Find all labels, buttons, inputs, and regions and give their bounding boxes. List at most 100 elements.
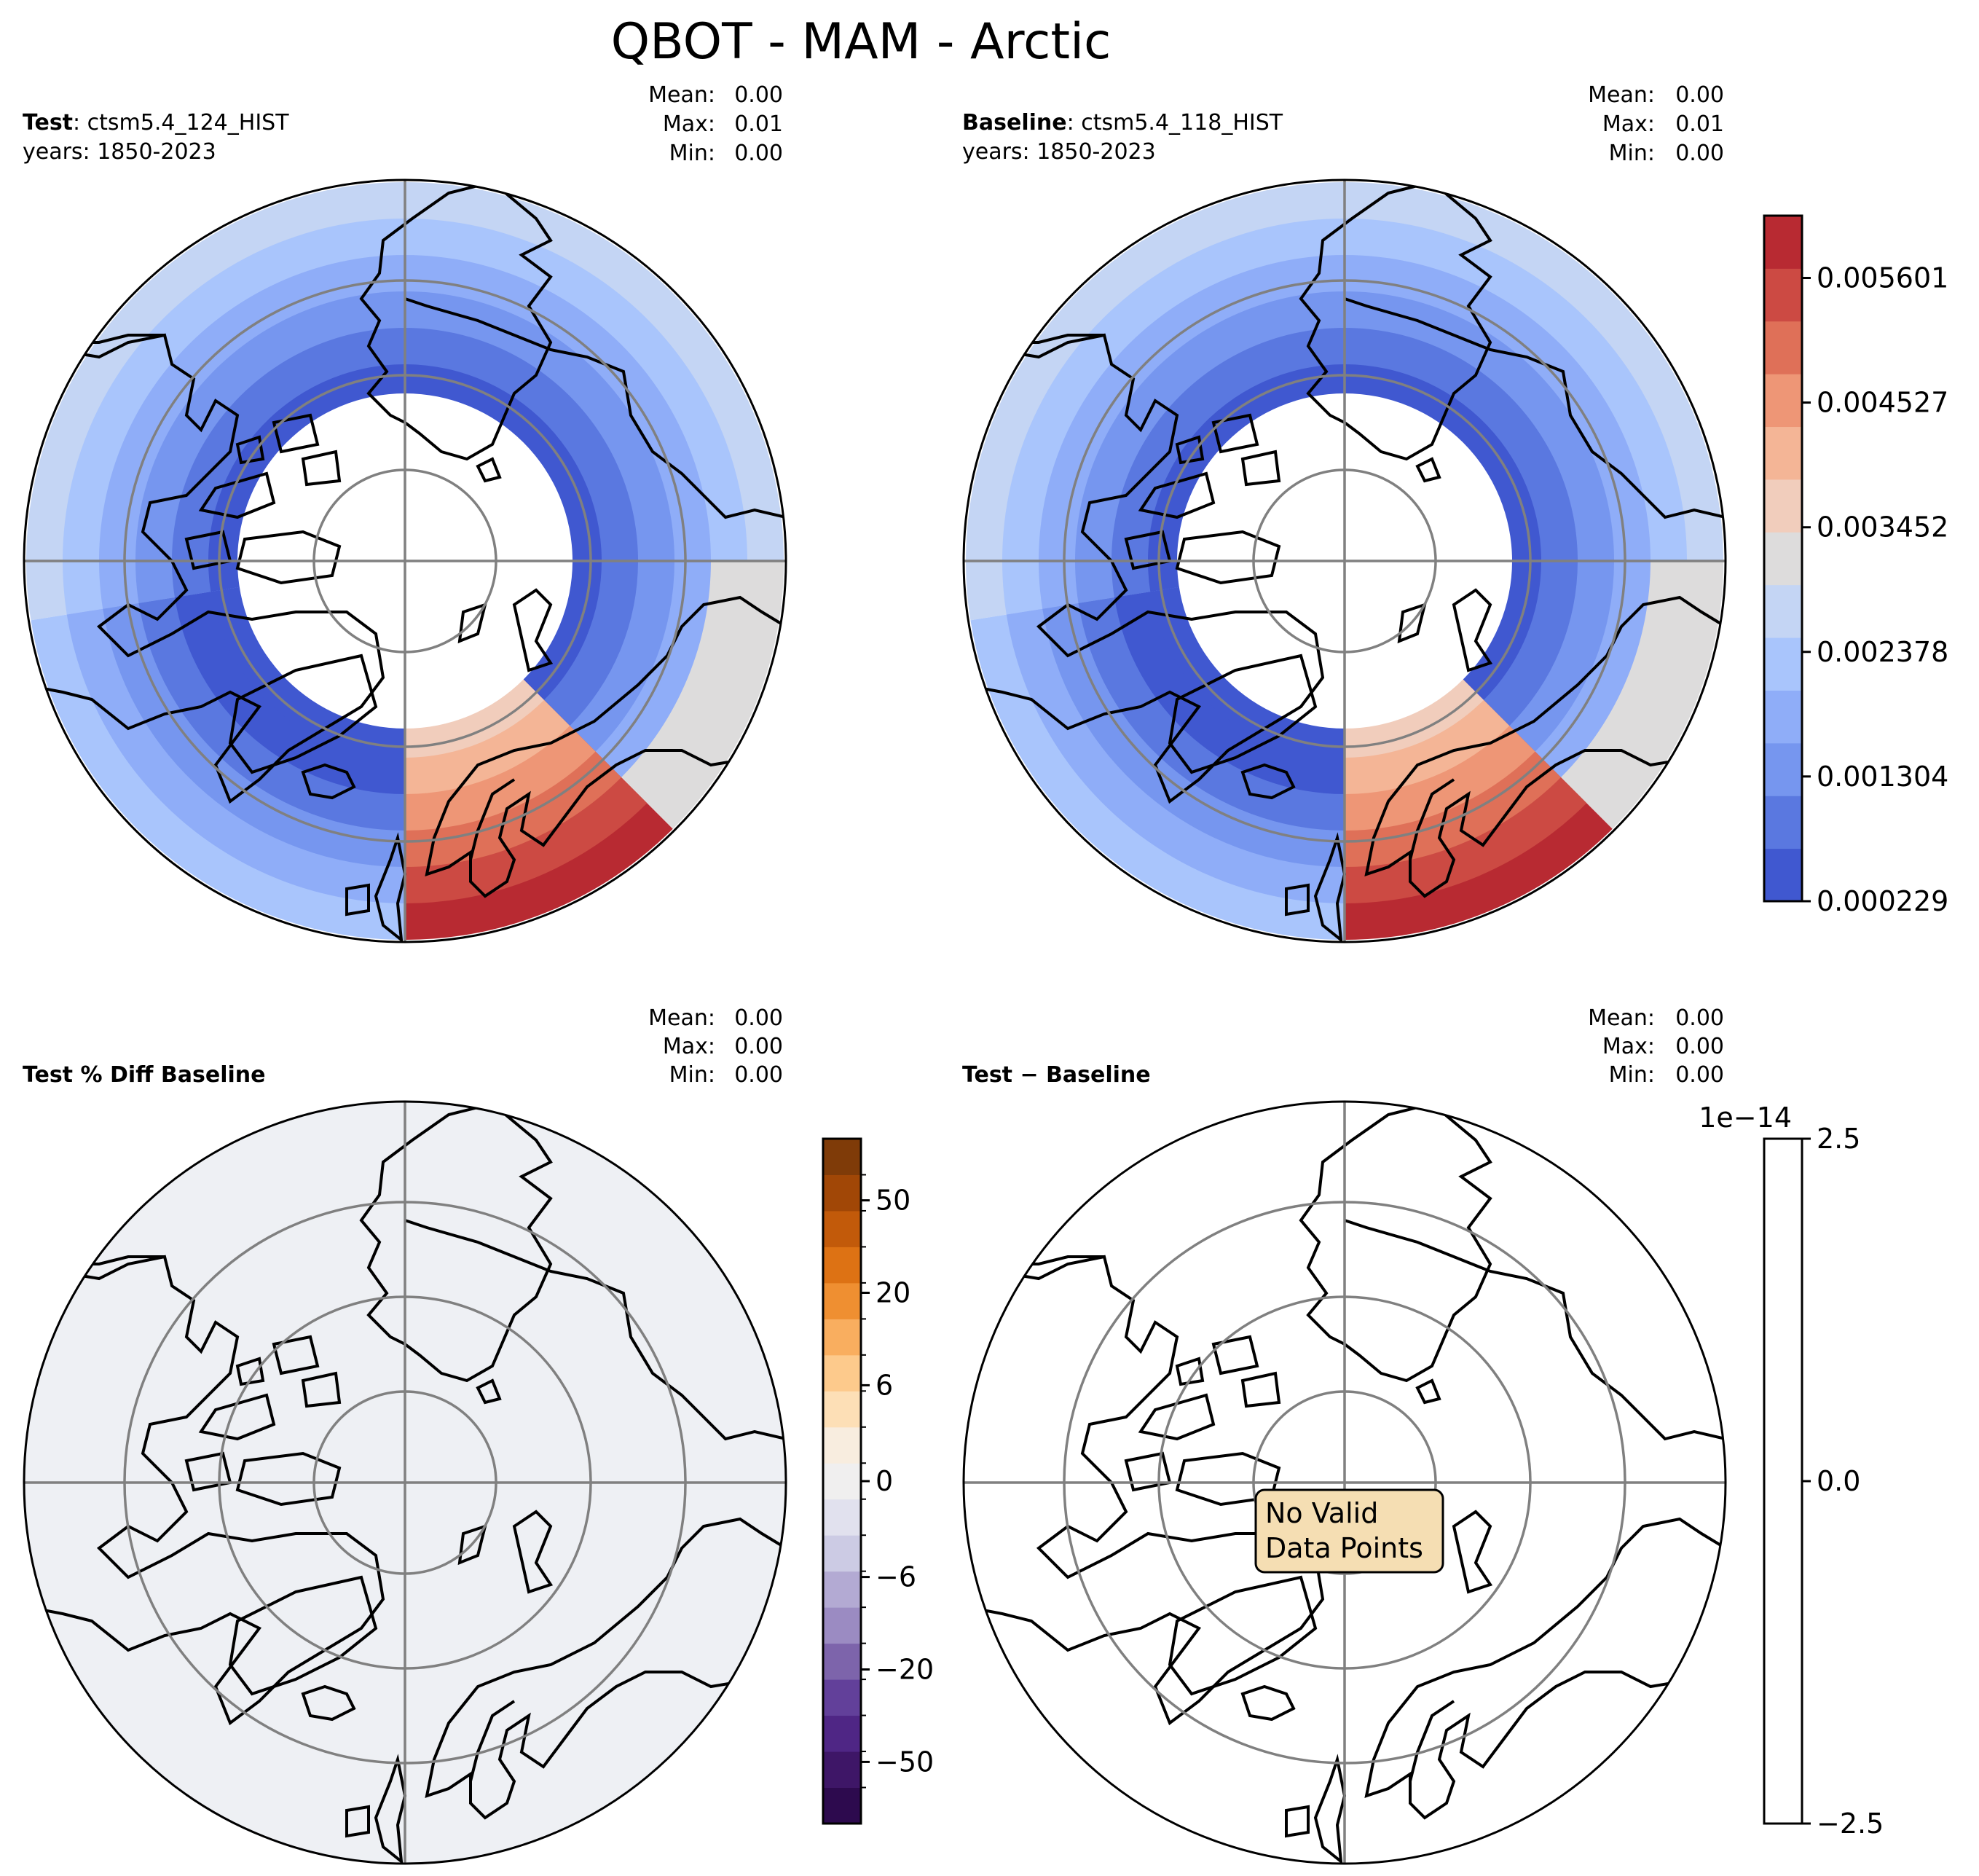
panel-baseline-boundary [962,178,1727,943]
colorbar-pctdiff-band [823,1139,861,1175]
colorbar-top: 0.005601 0.004527 0.003452 0.002378 0.001304… [1763,214,1948,917]
stat-max-label: Max: [663,111,715,137]
panel-pctdiff-stats: Mean: 0.00 Max: 0.00 Min: 0.00 [648,1005,783,1088]
colorbar-pctdiff-band [823,1282,861,1319]
panel-test-label-bold: Test [23,110,73,136]
stat-max-label: Max: [663,1034,715,1059]
colorbar-pctdiff-band [823,1174,861,1212]
colorbar-pctdiff-tick-label: 6 [876,1369,893,1401]
panel-diff-label: Test − Baseline [962,1062,1151,1088]
panel-baseline-stats: Mean: 0.00 Max: 0.01 Min: 0.00 [1588,82,1724,166]
colorbar-top-tick-label: 0.002378 [1817,636,1948,668]
colorbar-pctdiff-band [823,1463,861,1500]
colorbar-top-band [1764,321,1802,374]
colorbar-pctdiff-band [823,1210,861,1247]
colorbar-top-band [1764,479,1802,533]
colorbar-pctdiff-band [823,1319,861,1356]
colorbar-diff-exponent: 1e−14 [1699,1102,1792,1134]
panel-baseline-label-bold: Baseline [962,110,1067,136]
stat-mean-label: Mean: [648,82,715,108]
panel-baseline-label: Baseline: ctsm5.4_118_HIST [962,110,1283,136]
panel-baseline: Baseline: ctsm5.4_118_HIST years: 1850-2… [962,82,1727,943]
stat-min-label: Min: [1609,1062,1655,1088]
stat-mean-label: Mean: [1588,1005,1655,1031]
colorbar-top-band [1764,374,1802,428]
colorbar-pctdiff-tick-label: −50 [876,1746,934,1778]
panel-diff-stats: Mean: 0.00 Max: 0.00 Min: 0.00 [1588,1005,1724,1088]
stat-mean-value: 0.00 [1675,82,1724,108]
colorbar-pctdiff-band [823,1571,861,1608]
colorbar-pctdiff-band [823,1499,861,1536]
panel-pctdiff: Test % Diff Baseline Mean: 0.00 Max: 0.0… [23,1005,787,1865]
colorbar-pctdiff-band [823,1354,861,1392]
colorbar-top-band [1764,426,1802,480]
stat-min-label: Min: [669,141,715,166]
colorbar-top-band [1764,532,1802,586]
colorbar-top-frame [1763,214,1803,903]
annotation-line-1: No Valid [1265,1497,1378,1529]
stat-mean-value: 0.00 [734,82,783,108]
panel-pctdiff-label: Test % Diff Baseline [23,1062,266,1088]
panel-test-label-rest: : ctsm5.4_124_HIST [73,110,289,136]
figure-title: QBOT - MAM - Arctic [611,13,1112,71]
colorbar-pctdiff-band [823,1247,861,1284]
panel-test: Test: ctsm5.4_124_HIST years: 1850-2023 … [23,82,787,943]
colorbar-top-band [1764,690,1802,744]
colorbar-top-band [1764,584,1802,638]
colorbar-top-band [1764,848,1802,902]
colorbar-pctdiff-band [823,1391,861,1428]
colorbar-pctdiff-band [823,1787,861,1824]
colorbar-diff-tick-label: −2.5 [1817,1808,1884,1840]
panel-baseline-years: years: 1850-2023 [962,139,1156,165]
colorbar-diff: 1e−14 2.5 0.0 −2.5 [1699,1102,1884,1840]
panel-test-years: years: 1850-2023 [23,139,216,165]
colorbar-pctdiff-tick-label: −6 [876,1561,916,1593]
colorbar-pctdiff-band [823,1607,861,1644]
stat-min-value: 0.00 [734,141,783,166]
stat-max-value: 0.00 [1675,1034,1724,1059]
stat-min-value: 0.00 [1675,1062,1724,1088]
colorbar-diff-tick-label: 0.0 [1817,1465,1860,1497]
colorbar-pctdiff-band [823,1679,861,1716]
colorbar-pctdiff-tick-label: −20 [876,1654,934,1686]
no-data-annotation: No Valid Data Points [1254,1488,1444,1574]
colorbar-top-band [1764,796,1802,849]
panel-test-grid [24,180,786,942]
stat-mean-value: 0.00 [734,1005,783,1031]
colorbar-pctdiff-band [823,1715,861,1752]
colorbar-diff-frame [1763,1137,1803,1825]
panel-pctdiff-grid [24,1102,786,1864]
colorbar-top-band [1764,637,1802,691]
colorbar-pctdiff-band [823,1751,861,1789]
colorbar-pctdiff-tick-label: 20 [876,1277,910,1309]
stat-mean-label: Mean: [1588,82,1655,108]
colorbar-diff-tick-label: 2.5 [1817,1123,1860,1155]
colorbar-pctdiff: 50 20 6 0 −6 −20 −50 [822,1137,934,1825]
colorbar-pctdiff-band [823,1643,861,1680]
panel-baseline-grid [964,180,1726,942]
colorbar-top-tick-label: 0.003452 [1817,511,1948,543]
panel-diff-grid [964,1102,1726,1864]
stat-min-label: Min: [669,1062,715,1088]
colorbar-top-band [1764,268,1802,322]
colorbar-top-tick-label: 0.004527 [1817,387,1948,419]
stat-mean-value: 0.00 [1675,1005,1724,1031]
colorbar-top-tick-label: 0.000229 [1817,885,1948,917]
colorbar-pctdiff-tick-label: 0 [876,1465,893,1497]
panel-diff-boundary [962,1100,1727,1865]
colorbar-pctdiff-band [823,1426,861,1464]
stat-max-value: 0.00 [734,1034,783,1059]
stat-mean-label: Mean: [648,1005,715,1031]
stat-min-value: 0.00 [1675,141,1724,166]
colorbar-top-band [1764,216,1802,269]
stat-max-label: Max: [1602,111,1655,137]
panel-test-label: Test: ctsm5.4_124_HIST [23,110,289,136]
colorbar-pctdiff-tick-label: 50 [876,1185,910,1217]
colorbar-pctdiff-band [823,1535,861,1572]
stat-max-label: Max: [1602,1034,1655,1059]
stat-min-label: Min: [1609,141,1655,166]
colorbar-top-band [1764,742,1802,796]
panel-baseline-label-rest: : ctsm5.4_118_HIST [1067,110,1283,136]
colorbar-top-tick-label: 0.001304 [1817,761,1948,793]
